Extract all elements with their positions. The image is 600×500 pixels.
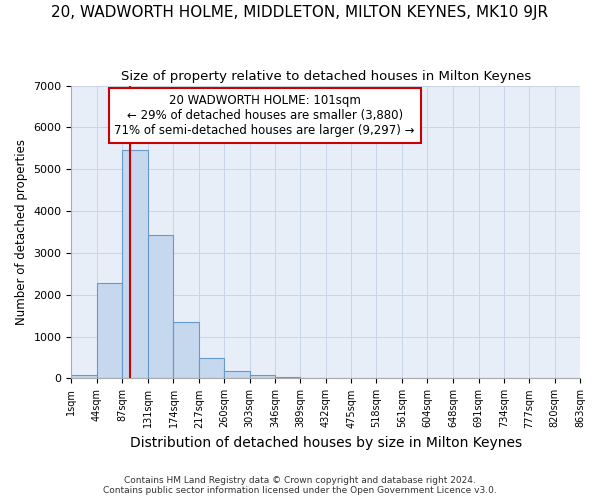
Bar: [148, 236, 173, 378]
Bar: [71, 376, 97, 378]
Bar: [275, 377, 301, 378]
Title: Size of property relative to detached houses in Milton Keynes: Size of property relative to detached ho…: [121, 70, 531, 83]
Y-axis label: Number of detached properties: Number of detached properties: [15, 139, 28, 325]
Text: 20, WADWORTH HOLME, MIDDLETON, MILTON KEYNES, MK10 9JR: 20, WADWORTH HOLME, MIDDLETON, MILTON KE…: [52, 5, 548, 20]
Text: 20 WADWORTH HOLME: 101sqm
← 29% of detached houses are smaller (3,880)
71% of se: 20 WADWORTH HOLME: 101sqm ← 29% of detac…: [115, 94, 415, 138]
Bar: [199, 358, 224, 378]
Text: Contains HM Land Registry data © Crown copyright and database right 2024.
Contai: Contains HM Land Registry data © Crown c…: [103, 476, 497, 495]
X-axis label: Distribution of detached houses by size in Milton Keynes: Distribution of detached houses by size …: [130, 436, 522, 450]
Bar: [173, 322, 199, 378]
Bar: [224, 371, 250, 378]
Bar: [97, 283, 122, 378]
Bar: [250, 374, 275, 378]
Bar: [122, 150, 148, 378]
